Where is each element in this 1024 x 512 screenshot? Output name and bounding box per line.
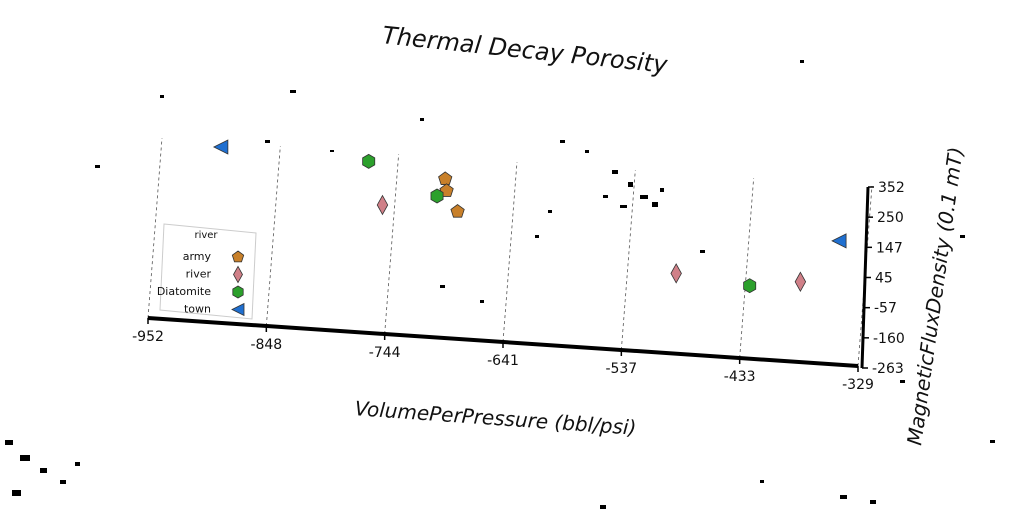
- point-diatomite: [362, 153, 376, 169]
- y-axis-label: MagneticFluxDensity (0.1 mT): [902, 145, 968, 446]
- grid-lines: [147, 137, 873, 367]
- x-tick-label: -744: [369, 345, 401, 361]
- x-tick-label: -537: [605, 361, 637, 377]
- point-diatomite: [430, 188, 444, 204]
- x-grid-line: [739, 177, 755, 359]
- point-river: [376, 194, 389, 216]
- chart-title: Thermal Decay Porosity: [381, 21, 670, 79]
- background-speckle: [5, 60, 995, 509]
- y-tick-label: 250: [877, 210, 904, 226]
- data-points: [212, 139, 847, 294]
- x-tick-label: -641: [487, 353, 519, 369]
- y-axis: -263 -160 -57 45 147 250 352: [860, 180, 905, 377]
- x-tick-label: -952: [132, 329, 164, 345]
- legend-label: river: [186, 268, 212, 281]
- legend-label: Diatomite: [157, 285, 211, 298]
- legend-label: town: [184, 303, 211, 316]
- x-grid-line: [620, 169, 636, 351]
- point-river: [670, 263, 682, 284]
- legend-marker-town: [231, 302, 245, 317]
- y-tick-label: 147: [876, 240, 903, 256]
- x-axis: -952 -848 -744 -641 -537 -433 -329: [132, 316, 874, 393]
- legend-label: army: [183, 250, 212, 263]
- x-grid-line: [384, 153, 400, 335]
- legend: river army river Diatomite town: [157, 223, 257, 320]
- legend-marker-river: [233, 265, 243, 284]
- y-tick-label: -263: [872, 361, 904, 377]
- x-grid-line: [147, 137, 163, 319]
- legend-marker-army: [231, 250, 245, 263]
- x-tick-label: -433: [724, 369, 756, 385]
- point-town: [831, 233, 847, 249]
- x-axis-label: VolumePerPressure (bbl/psi): [354, 396, 637, 440]
- x-axis-line: [147, 316, 859, 368]
- y-tick-label: -57: [874, 301, 897, 317]
- point-army: [438, 171, 453, 185]
- point-river: [794, 271, 807, 293]
- point-army: [450, 204, 465, 218]
- legend-title: river: [194, 230, 218, 241]
- y-tick-label: -160: [873, 331, 905, 347]
- y-tick-label: 352: [878, 180, 905, 196]
- point-town: [212, 139, 229, 155]
- x-tick-label: -848: [250, 337, 282, 353]
- x-tick-label: -329: [842, 377, 874, 393]
- legend-box: [159, 223, 257, 320]
- point-diatomite: [743, 278, 757, 294]
- x-grid-line: [502, 161, 518, 343]
- x-grid-line: [265, 145, 281, 327]
- y-tick-label: 45: [875, 271, 893, 287]
- legend-items: river army river Diatomite town: [157, 230, 245, 317]
- legend-marker-diatomite: [232, 285, 244, 299]
